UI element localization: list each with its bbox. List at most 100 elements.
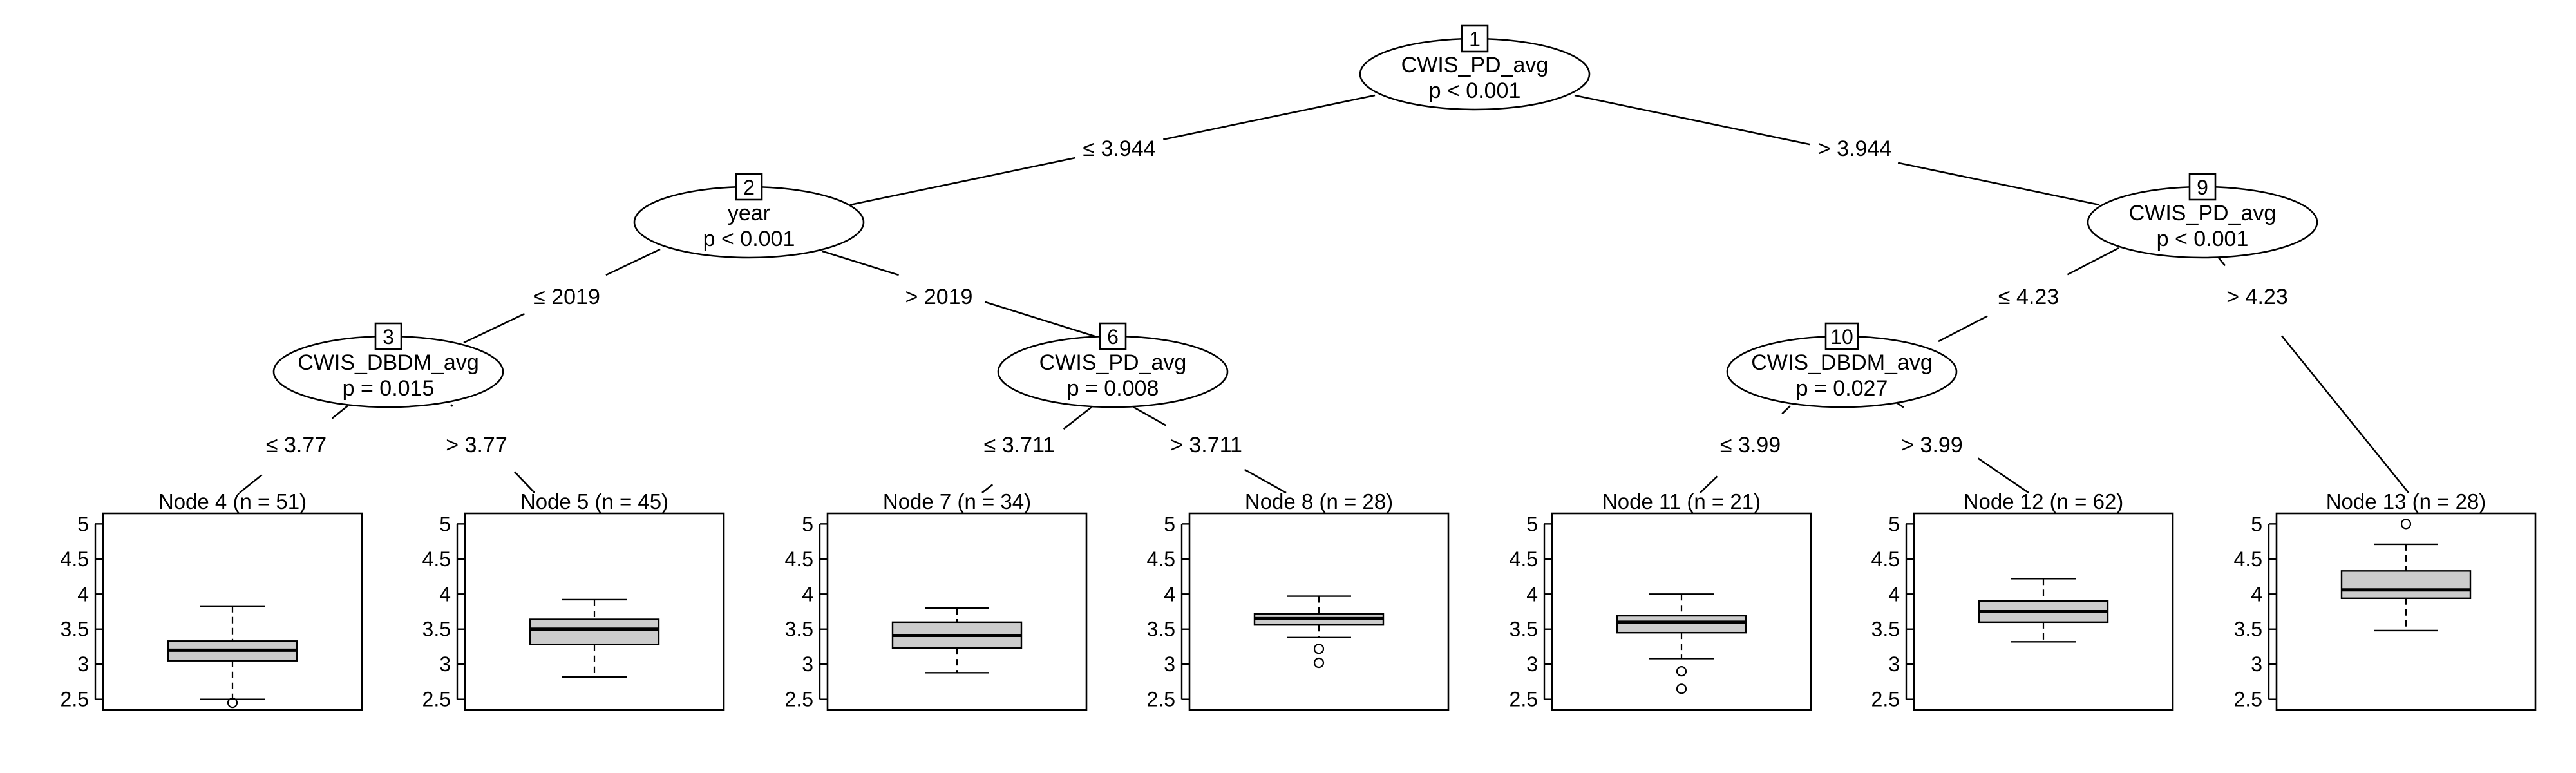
terminal-node-title: Node 5 (n = 45) [520, 490, 668, 513]
y-axis-tick-label: 4.5 [2234, 548, 2262, 571]
terminal-node-11: Node 11 (n = 21) 2.5 3 3.5 4 4.5 5 [1510, 490, 1812, 711]
terminal-node-title: Node 12 (n = 62) [1964, 490, 2124, 513]
y-axis-tick-label: 4.5 [61, 548, 89, 571]
y-axis-tick-label: 3 [1164, 653, 1175, 676]
edge-line [331, 405, 348, 419]
node-id-label: 9 [2197, 176, 2208, 199]
y-axis-tick-label: 4.5 [1147, 548, 1175, 571]
edge-label: ≤ 4.23 [1998, 285, 2059, 309]
edge-line [239, 474, 263, 494]
outlier-point [1313, 644, 1325, 654]
edge-1-9: > 3.944 [1574, 94, 2100, 206]
node-variable-label: CWIS_DBDM_avg [1751, 350, 1933, 375]
edge-10-12: > 3.99 [1896, 401, 2029, 494]
edge-line [2281, 335, 2410, 493]
node-id-label: 2 [743, 176, 755, 199]
outlier-point [1676, 665, 1687, 677]
edge-line [1244, 468, 1287, 494]
edge-line [514, 471, 535, 493]
node-variable-label: CWIS_PD_avg [1401, 53, 1549, 77]
y-axis-tick-label: 4 [802, 582, 813, 606]
edge-label: > 4.23 [2226, 285, 2287, 309]
node-id-box [1461, 24, 1489, 53]
terminal-node-13: Node 13 (n = 28) 2.5 3 3.5 4 4.5 5 [2234, 490, 2537, 711]
edge-line [984, 301, 1095, 338]
boxplot-frame [1551, 512, 1812, 711]
terminal-node-4: Node 4 (n = 51) 2.5 3 3.5 4 4.5 5 [61, 490, 363, 711]
boxplot-box [529, 618, 660, 645]
y-axis-tick-label: 3 [802, 653, 813, 676]
terminal-node-title: Node 8 (n = 28) [1245, 490, 1393, 513]
y-axis-tick-label: 3 [77, 653, 89, 676]
node-p-value-label: p = 0.027 [1796, 376, 1888, 401]
node-id-label: 6 [1107, 325, 1119, 348]
terminal-node-title: Node 7 (n = 34) [883, 490, 1031, 513]
node-id-label: 10 [1830, 325, 1853, 348]
edge-3-5: > 3.77 [446, 404, 535, 493]
edge-line [1063, 406, 1092, 430]
node-p-value-label: p = 0.015 [343, 376, 435, 401]
edge-line [981, 484, 994, 494]
y-axis-tick-label: 5 [1526, 512, 1538, 535]
edge-3-4: ≤ 3.77 [239, 405, 348, 494]
edge-1-2: ≤ 3.944 [849, 94, 1376, 206]
edge-line [463, 312, 525, 344]
edge-9-13: > 4.23 [2217, 257, 2410, 493]
y-axis-tick-label: 5 [802, 512, 813, 535]
edge-line [2217, 257, 2226, 267]
y-axis-tick-label: 2.5 [785, 688, 813, 711]
node-id-box [374, 322, 402, 350]
y-axis-tick-label: 4 [77, 582, 89, 606]
edge-line [1897, 162, 2100, 206]
y-axis-tick-label: 2.5 [1871, 688, 1900, 711]
y-axis-tick-label: 4.5 [1510, 548, 1538, 571]
edge-9-10: ≤ 4.23 [1938, 247, 2119, 343]
terminal-node-12: Node 12 (n = 62) 2.5 3 3.5 4 4.5 5 [1871, 490, 2174, 711]
y-axis-tick-label: 4.5 [785, 548, 813, 571]
y-axis-tick-label: 2.5 [1147, 688, 1175, 711]
y-axis-tick-label: 4 [2251, 582, 2262, 606]
y-axis-tick-label: 3.5 [2234, 618, 2262, 641]
edge-label: > 3.944 [1818, 137, 1891, 161]
y-axis-tick-label: 4.5 [422, 548, 451, 571]
y-axis-tick-label: 2.5 [422, 688, 451, 711]
outlier-point [227, 698, 238, 709]
node-id-box [2188, 173, 2217, 201]
y-axis-tick-label: 3 [1526, 653, 1538, 676]
y-axis-tick-label: 2.5 [61, 688, 89, 711]
y-axis-tick-label: 3 [2251, 653, 2262, 676]
y-axis-tick-label: 5 [1888, 512, 1900, 535]
edge-line [1163, 94, 1376, 140]
node-p-value-label: p = 0.008 [1067, 376, 1159, 401]
edge-10-11: ≤ 3.99 [1700, 405, 1791, 493]
y-axis-tick-label: 5 [2251, 512, 2262, 535]
edge-line [1938, 315, 1988, 343]
outlier-point [1313, 657, 1325, 669]
node-variable-label: CWIS_PD_avg [2129, 201, 2277, 225]
edge-line [605, 248, 661, 276]
edge-label: > 3.99 [1901, 433, 1962, 457]
y-axis-tick-label: 4 [1888, 582, 1900, 606]
y-axis-tick-label: 3 [1888, 653, 1900, 676]
outlier-point [2400, 519, 2412, 530]
edge-label: > 2019 [905, 285, 973, 309]
y-axis-tick-label: 2.5 [1510, 688, 1538, 711]
node-id-label: 3 [383, 325, 394, 348]
y-axis-tick-label: 3.5 [785, 618, 813, 641]
edge-label: > 3.711 [1170, 433, 1242, 457]
edge-label: ≤ 3.711 [984, 433, 1056, 457]
boxplot-box [1616, 615, 1747, 634]
edge-line [849, 157, 1075, 206]
edge-line [1977, 457, 2029, 494]
terminal-node-title: Node 13 (n = 28) [2326, 490, 2486, 513]
y-axis-tick-label: 4.5 [1871, 548, 1900, 571]
edge-line [1781, 405, 1791, 415]
y-axis-tick-label: 3.5 [61, 618, 89, 641]
y-axis-tick-label: 3.5 [1147, 618, 1175, 641]
edge-label: ≤ 3.77 [266, 433, 327, 457]
edge-6-8: > 3.711 [1133, 406, 1287, 494]
edge-label: ≤ 3.99 [1720, 433, 1781, 457]
terminal-node-title: Node 11 (n = 21) [1602, 490, 1761, 513]
